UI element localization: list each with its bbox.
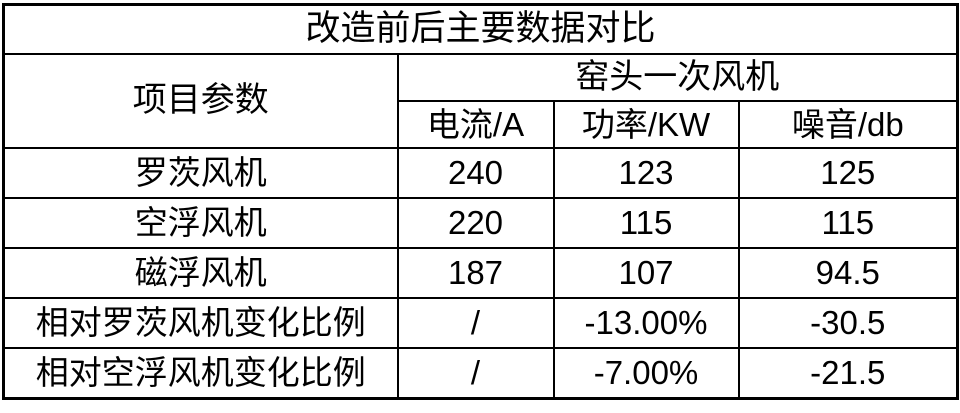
row-label: 磁浮风机 (2, 247, 399, 299)
cell-noise: 115 (737, 197, 959, 249)
cell-noise: -21.5 (737, 347, 959, 400)
cell-noise: 125 (737, 147, 959, 199)
group-header-row: 项目参数 窑头一次风机 (2, 53, 959, 149)
cell-current: / (396, 297, 555, 349)
row-label: 相对空浮风机变化比例 (2, 347, 399, 400)
table-title: 改造前后主要数据对比 (2, 3, 959, 55)
cell-current: 187 (396, 247, 555, 299)
cell-power: 123 (552, 147, 740, 199)
table-row-air-suspension-fan: 空浮风机 220 115 115 (2, 197, 959, 249)
cell-current: / (396, 347, 555, 400)
table-row-change-vs-air-suspension-fan: 相对空浮风机变化比例 / -7.00% -21.5 (2, 347, 959, 400)
row-label: 空浮风机 (2, 197, 399, 249)
cell-noise: 94.5 (737, 247, 959, 299)
column-header-current: 电流/A (396, 100, 555, 149)
param-header-cell: 项目参数 (2, 53, 399, 149)
table-title-row: 改造前后主要数据对比 (2, 3, 959, 55)
column-header-power: 功率/KW (552, 100, 740, 149)
cell-noise: -30.5 (737, 297, 959, 349)
cell-power: 115 (552, 197, 740, 249)
cell-power: -7.00% (552, 347, 740, 400)
comparison-table: 改造前后主要数据对比 项目参数 窑头一次风机 电流/A 功率/KW 噪音/db … (2, 3, 960, 400)
table-row-change-vs-roots-fan: 相对罗茨风机变化比例 / -13.00% -30.5 (2, 297, 959, 349)
cell-current: 220 (396, 197, 555, 249)
row-label: 罗茨风机 (2, 147, 399, 199)
cell-power: -13.00% (552, 297, 740, 349)
cell-power: 107 (552, 247, 740, 299)
column-header-noise: 噪音/db (737, 100, 959, 149)
table-row-maglev-fan: 磁浮风机 187 107 94.5 (2, 247, 959, 299)
column-header-row: 电流/A 功率/KW 噪音/db (4, 100, 959, 149)
row-label: 相对罗茨风机变化比例 (2, 297, 399, 349)
group-header-cell: 窑头一次风机 (396, 53, 959, 102)
cell-current: 240 (396, 147, 555, 199)
table-row-roots-fan: 罗茨风机 240 123 125 (2, 147, 959, 199)
